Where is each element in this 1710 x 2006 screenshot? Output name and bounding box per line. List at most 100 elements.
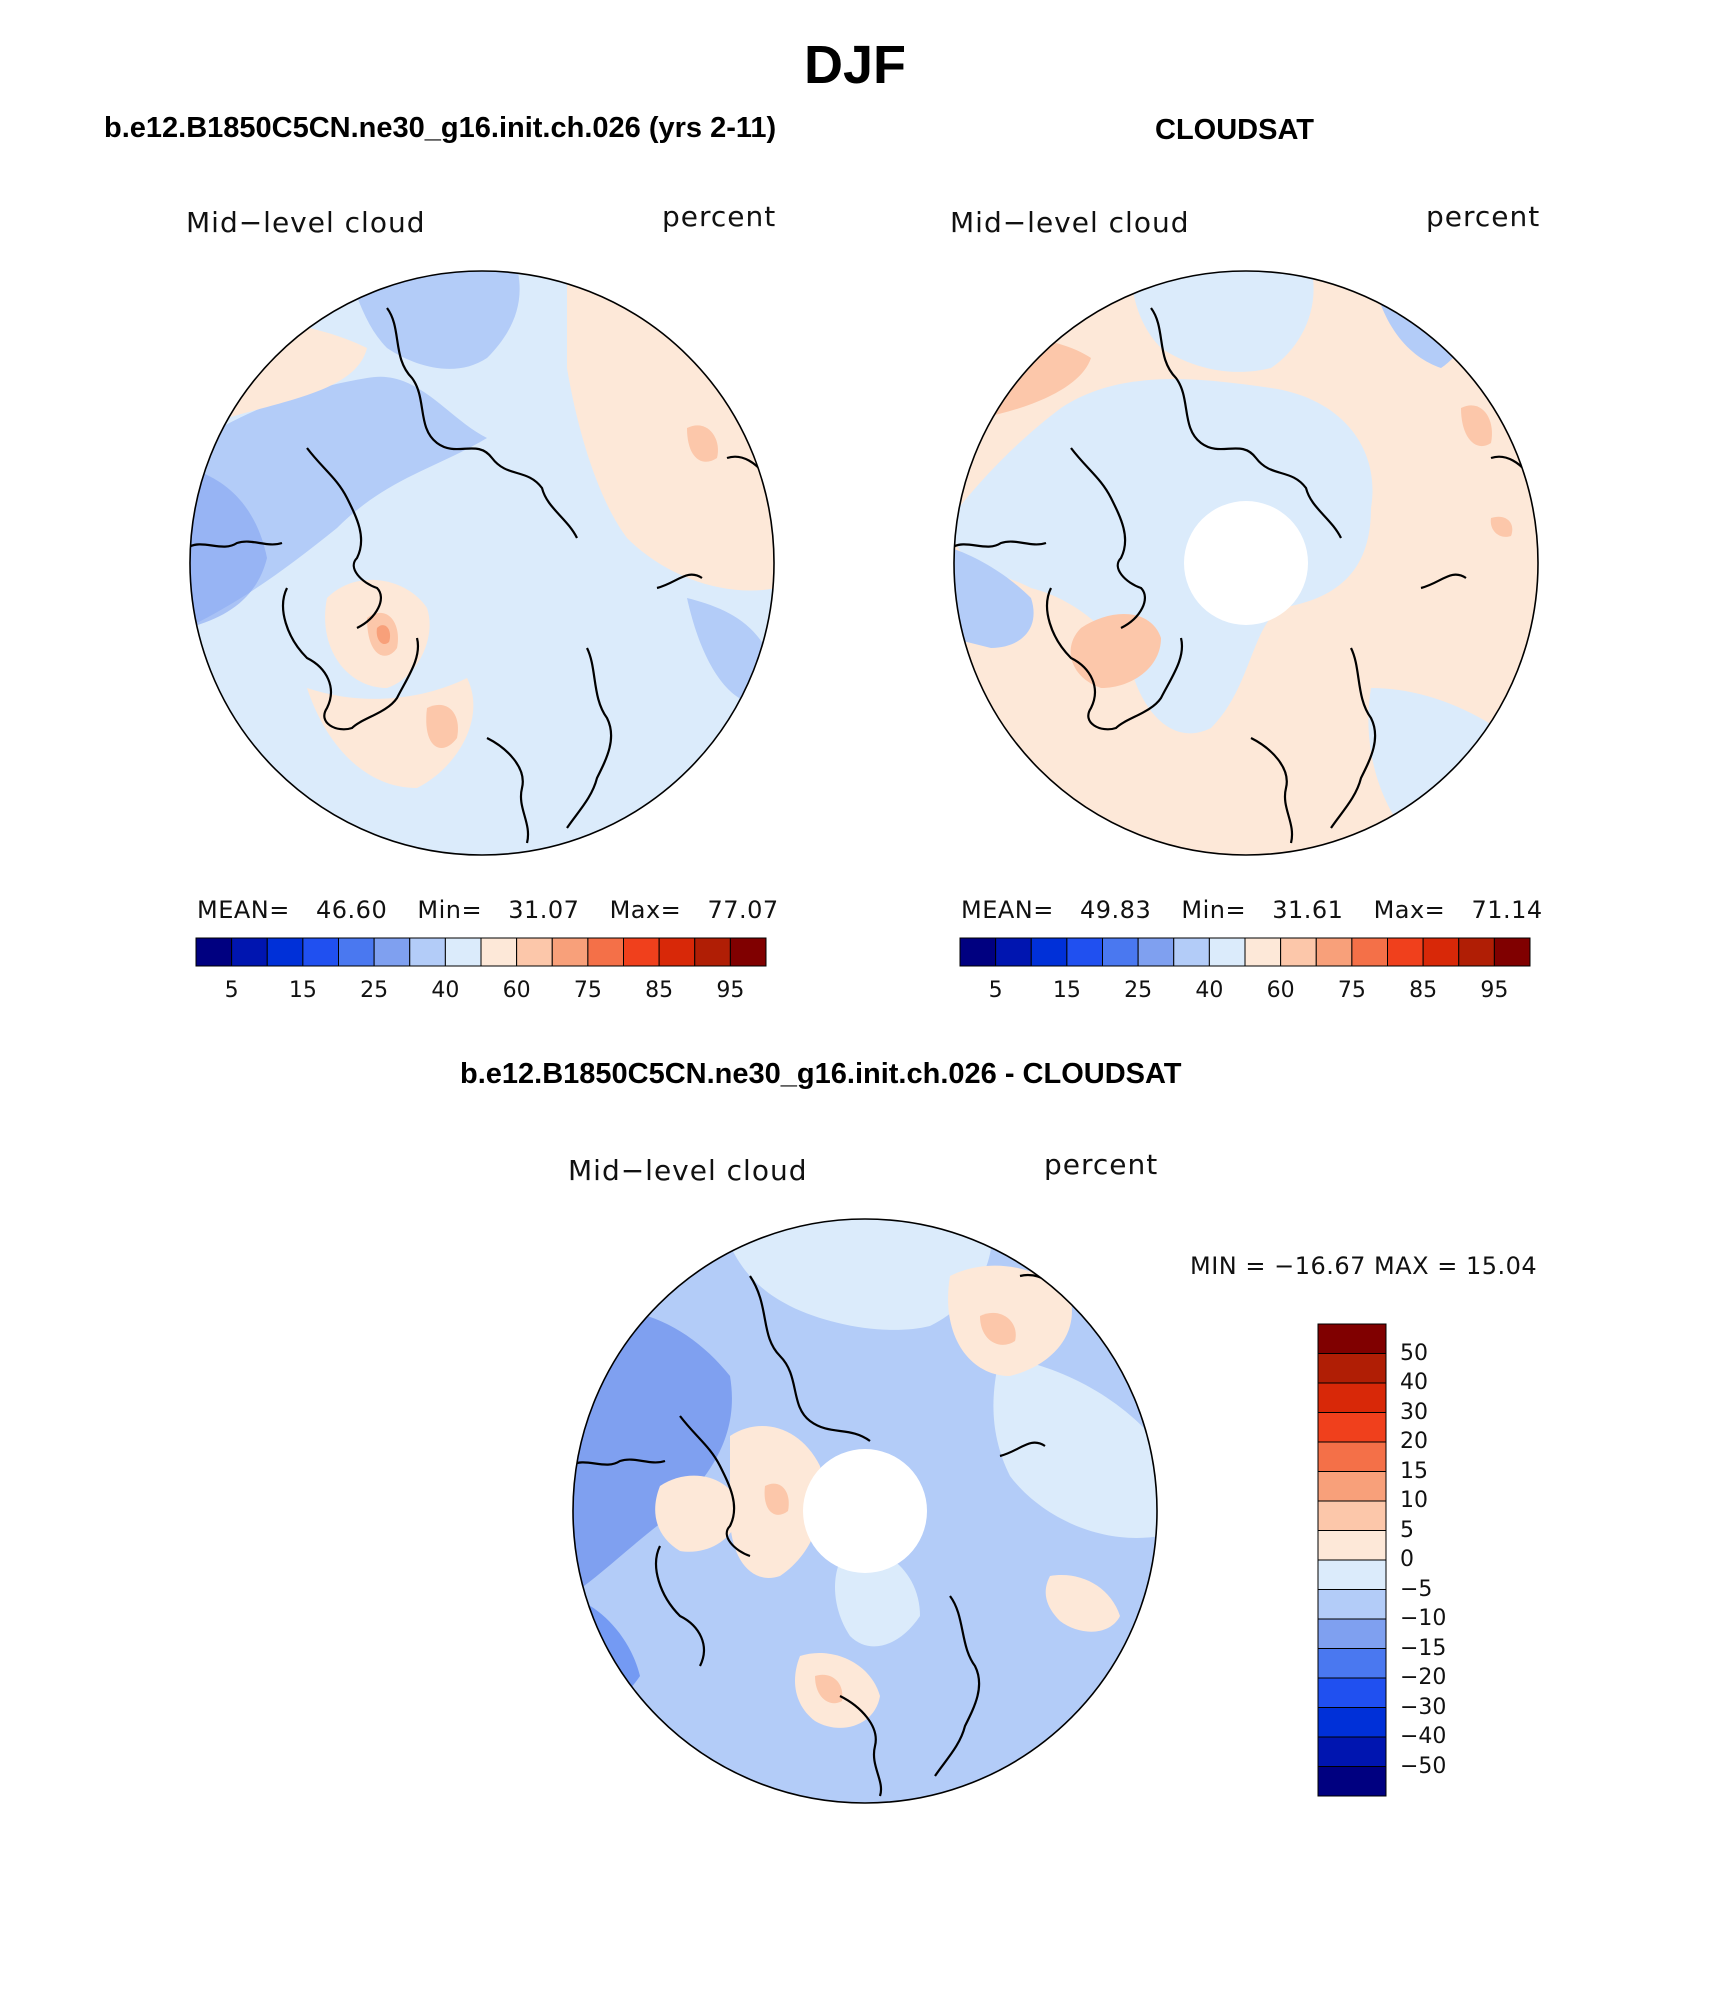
diff-variable-label: Mid−level cloud bbox=[568, 1154, 808, 1187]
model-colorbar-ticks: 5 15 25 40 60 75 85 95 bbox=[196, 978, 766, 1008]
colorbar-swatch bbox=[694, 937, 731, 967]
diff-minmax-text: MIN = −16.67 MAX = 15.04 bbox=[1190, 1252, 1538, 1280]
colorbar-swatch bbox=[587, 937, 624, 967]
diff-salmon-south bbox=[815, 1674, 843, 1704]
colorbar-swatch bbox=[995, 937, 1032, 967]
colorbar-tick-label: 15 bbox=[288, 978, 317, 1003]
colorbar-swatch bbox=[658, 937, 696, 967]
colorbar-tick-label: 40 bbox=[1195, 978, 1224, 1003]
model-variable-label: Mid−level cloud bbox=[186, 206, 426, 239]
diff-colorbar-swatch bbox=[1317, 1441, 1387, 1472]
diff-colorbar-tick-label: 5 bbox=[1400, 1517, 1414, 1543]
model-polar-map bbox=[189, 270, 775, 856]
diff-light-east bbox=[993, 1356, 1157, 1538]
colorbar-swatch bbox=[409, 937, 446, 967]
colorbar-swatch bbox=[373, 937, 411, 967]
diff-colorbar-swatch bbox=[1317, 1471, 1387, 1502]
diff-colorbar-swatch bbox=[1317, 1589, 1387, 1620]
colorbar-swatch bbox=[623, 937, 660, 967]
obs-variable-label: Mid−level cloud bbox=[950, 206, 1190, 239]
diff-colorbar bbox=[1317, 1323, 1387, 1797]
diff-colorbar-swatch bbox=[1317, 1618, 1387, 1649]
diff-colorbar-tick-label: −10 bbox=[1400, 1606, 1447, 1631]
diff-light-north bbox=[720, 1219, 992, 1330]
colorbar-swatch bbox=[1422, 937, 1460, 967]
diff-colorbar-tick-label: −20 bbox=[1400, 1665, 1447, 1690]
model-blue-west bbox=[190, 468, 267, 628]
colorbar-swatch bbox=[1351, 937, 1388, 967]
model-salmon-atlantic bbox=[426, 704, 458, 748]
obs-max-label: Max= bbox=[1373, 896, 1446, 924]
colorbar-swatch bbox=[959, 937, 997, 967]
diff-red-east bbox=[1045, 1575, 1120, 1632]
obs-max-value: 71.14 bbox=[1471, 896, 1543, 924]
diff-colorbar-tick-label: −5 bbox=[1400, 1576, 1433, 1602]
colorbar-swatch bbox=[302, 937, 339, 967]
obs-red-greenland bbox=[1070, 614, 1161, 688]
diff-colorbar-swatch bbox=[1317, 1707, 1387, 1738]
diff-colorbar-tick-label: −40 bbox=[1400, 1724, 1447, 1749]
colorbar-tick-label: 25 bbox=[360, 978, 389, 1003]
obs-red-ne bbox=[1461, 405, 1492, 447]
model-mean-value: 46.60 bbox=[316, 896, 388, 924]
diff-red-greenland bbox=[655, 1475, 740, 1552]
colorbar-swatch bbox=[1137, 937, 1175, 967]
colorbar-tick-label: 75 bbox=[1337, 978, 1366, 1003]
colorbar-swatch bbox=[266, 937, 304, 967]
diff-colorbar-tick-label: −50 bbox=[1400, 1753, 1447, 1779]
colorbar-swatch bbox=[480, 937, 518, 967]
diff-colorbar-swatch bbox=[1317, 1500, 1387, 1531]
obs-blue-west bbox=[954, 548, 1034, 648]
diff-colorbar-tick-label: 30 bbox=[1400, 1399, 1428, 1425]
obs-units-label: percent bbox=[1426, 200, 1541, 233]
colorbar-swatch bbox=[1315, 937, 1353, 967]
model-units-label: percent bbox=[662, 200, 777, 233]
obs-mean-label: MEAN= bbox=[961, 896, 1054, 924]
colorbar-swatch bbox=[551, 937, 589, 967]
colorbar-swatch bbox=[1387, 937, 1424, 967]
obs-missing-pole bbox=[1184, 501, 1308, 625]
colorbar-tick-label: 25 bbox=[1124, 978, 1153, 1003]
model-panel-title: b.e12.B1850C5CN.ne30_g16.init.ch.026 (yr… bbox=[104, 112, 777, 144]
obs-blue-north bbox=[1131, 271, 1314, 372]
colorbar-tick-label: 95 bbox=[716, 978, 745, 1003]
colorbar-tick-label: 60 bbox=[1266, 978, 1295, 1003]
diff-colorbar-swatch bbox=[1317, 1766, 1387, 1797]
diff-colorbar-swatch bbox=[1317, 1677, 1387, 1708]
model-mean-label: MEAN= bbox=[197, 896, 290, 924]
colorbar-tick-label: 75 bbox=[573, 978, 602, 1003]
diff-mid-blue-west bbox=[573, 1309, 732, 1596]
colorbar-swatch bbox=[1458, 937, 1495, 967]
colorbar-swatch bbox=[516, 937, 553, 967]
obs-polar-map bbox=[953, 270, 1539, 856]
colorbar-tick-label: 85 bbox=[645, 978, 674, 1003]
colorbar-swatch bbox=[1173, 937, 1210, 967]
obs-red-e bbox=[1490, 516, 1513, 537]
model-min-value: 31.07 bbox=[508, 896, 580, 924]
obs-colorbar-ticks: 5 15 25 40 60 75 85 95 bbox=[960, 978, 1530, 1008]
diff-units-label: percent bbox=[1044, 1148, 1159, 1181]
colorbar-swatch bbox=[1102, 937, 1139, 967]
obs-colorbar bbox=[959, 937, 1531, 967]
diff-panel-title: b.e12.B1850C5CN.ne30_g16.init.ch.026 - C… bbox=[460, 1058, 1182, 1090]
obs-mean-value: 49.83 bbox=[1080, 896, 1152, 924]
colorbar-tick-label: 5 bbox=[988, 978, 1003, 1003]
model-stats: MEAN= 46.60 Min= 31.07 Max= 77.07 bbox=[197, 896, 779, 924]
colorbar-tick-label: 95 bbox=[1480, 978, 1509, 1003]
diff-colorbar-swatch bbox=[1317, 1736, 1387, 1767]
model-red-atlantic bbox=[307, 678, 474, 788]
diff-colorbar-swatch bbox=[1317, 1353, 1387, 1384]
colorbar-tick-label: 60 bbox=[502, 978, 531, 1003]
colorbar-swatch bbox=[1208, 937, 1246, 967]
diff-colorbar-tick-label: 20 bbox=[1400, 1429, 1428, 1454]
model-orange-greenland bbox=[376, 625, 391, 645]
season-title: DJF bbox=[803, 35, 906, 95]
model-max-value: 77.07 bbox=[707, 896, 779, 924]
obs-stats: MEAN= 49.83 Min= 31.61 Max= 71.14 bbox=[961, 896, 1543, 924]
diff-map-border bbox=[572, 1218, 1158, 1804]
colorbar-tick-label: 5 bbox=[224, 978, 239, 1003]
diff-colorbar-tick-label: 10 bbox=[1400, 1488, 1428, 1513]
diff-colorbar-tick-label: 0 bbox=[1400, 1547, 1414, 1572]
colorbar-swatch bbox=[1280, 937, 1317, 967]
colorbar-swatch bbox=[729, 937, 767, 967]
